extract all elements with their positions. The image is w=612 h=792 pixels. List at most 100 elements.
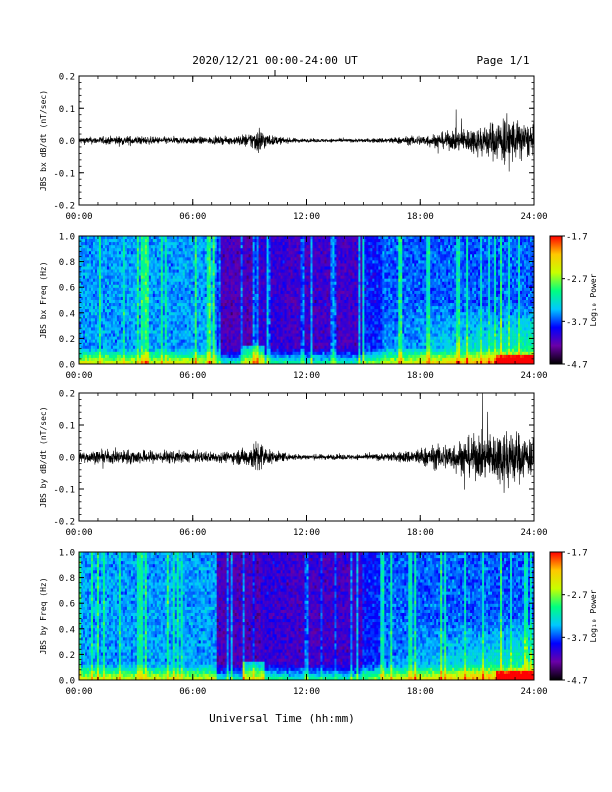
spectrogram-cell	[254, 293, 257, 298]
spectrogram-cell	[290, 327, 293, 331]
spectrogram-cell	[176, 281, 180, 286]
spectrogram-cell	[84, 260, 88, 264]
spectrogram-cell	[234, 351, 237, 356]
spectrogram-cell	[204, 263, 208, 267]
spectrogram-cell	[222, 330, 225, 334]
spectrogram-cell	[226, 327, 229, 331]
spectrogram-cell	[162, 318, 166, 322]
spectrogram-cell	[90, 245, 94, 249]
spectrogram-cell	[260, 275, 263, 279]
spectrogram-cell	[79, 333, 82, 337]
spectrogram-cell	[220, 342, 223, 347]
spectrogram-cell	[94, 303, 98, 307]
spectrogram-cell	[282, 324, 285, 328]
spectrogram-cell	[152, 351, 156, 356]
spectrogram-cell	[266, 354, 269, 359]
spectrogram-cell	[222, 360, 225, 365]
spectrogram-cell	[308, 254, 311, 258]
spectrogram-cell	[224, 269, 227, 273]
spectrogram-cell	[152, 260, 156, 264]
spectrogram-cell	[278, 309, 281, 313]
spectrogram-cell	[176, 293, 180, 298]
spectrogram-cell	[244, 263, 247, 267]
spectrogram-cell	[308, 339, 311, 343]
spectrogram-cell	[124, 357, 128, 362]
spectrogram-cell	[220, 303, 223, 307]
spectrogram-cell	[212, 251, 216, 255]
spectrogram-cell	[130, 315, 134, 319]
spectrogram-cell	[84, 275, 88, 279]
spectrogram-cell	[252, 360, 255, 365]
spectrogram-cell	[152, 287, 156, 292]
spectrogram-cell	[136, 278, 140, 283]
spectrogram-cell	[256, 251, 259, 255]
spectrogram-cell	[136, 357, 140, 362]
spectrogram-cell	[240, 257, 243, 261]
spectrogram-cell	[112, 342, 116, 347]
spectrogram-cell	[242, 254, 245, 258]
spectrogram-cell	[150, 321, 154, 325]
spectrogram-cell	[218, 330, 221, 334]
spectrogram-cell	[188, 309, 192, 313]
spectrogram-cell	[216, 257, 219, 261]
spectrogram-cell	[300, 339, 303, 343]
spectrogram-cell	[164, 266, 168, 270]
spectrogram-cell	[170, 257, 174, 261]
spectrogram-cell	[286, 281, 289, 286]
spectrogram-cell	[152, 281, 156, 286]
spectrogram-cell	[282, 315, 285, 319]
spectrogram-cell	[210, 254, 214, 258]
spectrogram-cell	[126, 300, 130, 304]
spectrogram-cell	[300, 321, 303, 325]
spectrogram-cell	[276, 251, 279, 255]
spectrogram-cell	[234, 300, 237, 304]
spectrogram-cell	[238, 269, 241, 273]
spectrogram-cell	[272, 312, 275, 316]
spectrogram-cell	[274, 242, 277, 246]
spectrogram-cell	[206, 300, 210, 304]
spectrogram-cell	[192, 269, 196, 273]
spectrogram-cell	[218, 357, 221, 362]
spectrogram-cell	[112, 333, 116, 337]
spectrogram-cell	[100, 318, 104, 322]
spectrogram-cell	[196, 351, 200, 356]
spectrogram-cell	[116, 342, 120, 347]
spectrogram-cell	[298, 281, 301, 286]
spectrogram-cell	[86, 345, 90, 350]
spectrogram-cell	[250, 266, 253, 270]
spectrogram-cell	[132, 254, 136, 258]
spectrogram-cell	[142, 245, 146, 249]
spectrogram-cell	[162, 272, 166, 276]
spectrogram-cell	[162, 251, 166, 255]
spectrogram-cell	[246, 309, 249, 313]
spectrogram-cell	[274, 342, 277, 347]
spectrogram-cell	[274, 254, 277, 258]
spectrogram-cell	[212, 257, 216, 261]
spectrogram-cell	[116, 275, 120, 279]
spectrogram-cell	[184, 306, 188, 310]
spectrogram-cell	[224, 342, 227, 347]
spectrogram-cell	[254, 315, 257, 319]
spectrogram-cell	[208, 257, 212, 261]
spectrogram-cell	[148, 287, 152, 292]
spectrogram-cell	[154, 354, 158, 359]
spectrogram-cell	[92, 354, 96, 359]
spectrogram-cell	[278, 239, 281, 243]
spectrogram-cell	[258, 345, 261, 350]
spectrogram-cell	[276, 269, 279, 273]
spectrogram-cell	[194, 300, 198, 304]
spectrogram-cell	[126, 360, 130, 365]
spectrogram-cell	[176, 360, 180, 365]
spectrogram-cell	[222, 245, 225, 249]
spectrogram-cell	[116, 296, 120, 301]
spectrogram-cell	[246, 324, 249, 328]
spectrogram-cell	[120, 300, 124, 304]
spectrogram-cell	[142, 296, 146, 301]
spectrogram-cell	[160, 345, 164, 350]
spectrogram-cell	[254, 360, 257, 365]
spectrogram-cell	[182, 336, 186, 340]
spectrogram-cell	[288, 293, 291, 298]
spectrogram-cell	[188, 339, 192, 343]
spectrogram-cell	[184, 360, 188, 365]
spectrogram-cell	[294, 245, 297, 249]
